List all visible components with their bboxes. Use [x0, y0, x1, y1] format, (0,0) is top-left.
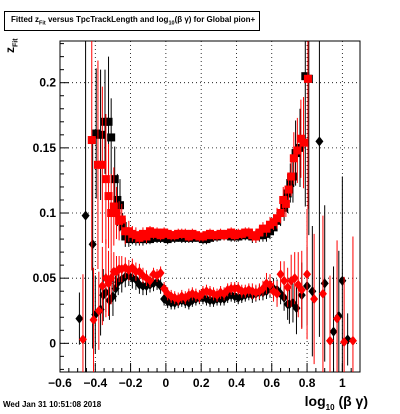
y-tick-label: 0.2: [39, 76, 56, 90]
data-point-square: [107, 209, 116, 218]
data-point-diamond: [303, 269, 312, 280]
data-marks: [75, 41, 357, 372]
x-tick-label: −0.6: [48, 376, 72, 390]
timestamp-footer: Wed Jan 31 10:51:08 2018: [3, 400, 102, 409]
data-point-diamond: [280, 275, 289, 286]
data-point-square: [116, 201, 124, 210]
red-square-series: [87, 41, 312, 271]
data-point-square: [287, 172, 296, 181]
y-axis-label: zFit: [3, 38, 20, 53]
data-point-diamond: [266, 279, 274, 290]
data-point-square: [286, 179, 295, 188]
data-point-diamond: [146, 275, 154, 286]
data-point-square: [112, 209, 121, 218]
data-point-square: [109, 202, 118, 211]
data-point-diamond: [98, 280, 107, 291]
data-point-square: [281, 199, 290, 208]
data-point-diamond: [310, 294, 319, 305]
data-point-square: [117, 215, 126, 224]
data-point-diamond: [75, 313, 84, 324]
data-point-square: [92, 129, 101, 138]
x-tick-label: −0.2: [119, 376, 143, 390]
x-tick-label: −0.4: [83, 376, 107, 390]
data-point-diamond: [326, 335, 334, 346]
data-point-square: [142, 232, 151, 241]
data-point-diamond: [348, 335, 357, 346]
data-point-diamond: [290, 273, 299, 284]
data-point-square: [303, 74, 312, 83]
y-tick-label: 0.15: [33, 141, 57, 155]
data-point-diamond: [78, 334, 87, 345]
data-point-square: [273, 214, 282, 223]
data-point-square: [104, 117, 113, 126]
data-point-square: [104, 192, 113, 201]
data-point-diamond: [333, 313, 342, 324]
data-point-square: [107, 133, 116, 142]
x-tick-label: 1: [339, 376, 346, 390]
data-point-diamond: [81, 210, 90, 221]
data-point-diamond: [315, 136, 324, 147]
data-point-diamond: [273, 288, 282, 299]
data-point-diamond: [276, 269, 285, 280]
data-point-square: [93, 160, 102, 169]
data-point-square: [113, 195, 122, 204]
y-axis: 0 0.05 0.1 0.15 0.2: [33, 43, 69, 370]
chart-title: Fitted zFit versus TpcTrackLength and lo…: [4, 11, 261, 31]
data-point-square: [87, 136, 96, 145]
x-axis: −0.6 −0.4 −0.2 0 0.2 0.4 0.6 0.8 1: [48, 363, 361, 390]
y-tick-label: 0.1: [39, 206, 56, 220]
data-point-square: [276, 209, 285, 218]
y-tick-label: 0: [49, 336, 56, 350]
data-point-square: [118, 222, 127, 231]
data-point-diamond: [94, 305, 103, 316]
data-point-diamond: [156, 267, 165, 278]
data-point-square: [110, 175, 119, 184]
data-point-square: [289, 154, 298, 163]
x-axis-label: log10 (β γ): [304, 393, 368, 412]
data-point-square: [284, 185, 293, 194]
red-diamond-series: [78, 209, 357, 372]
x-tick-label: 0.6: [263, 376, 280, 390]
data-point-diamond: [297, 284, 306, 295]
y-tick-label: 0.05: [33, 271, 57, 285]
data-point-square: [293, 146, 302, 155]
data-point-square: [101, 175, 110, 184]
data-point-diamond: [89, 314, 98, 325]
x-tick-label: 0.8: [299, 376, 316, 390]
x-tick-label: 0: [163, 376, 170, 390]
x-tick-label: 0.2: [193, 376, 210, 390]
data-point-diamond: [340, 337, 349, 348]
data-point-diamond: [318, 288, 327, 299]
data-point-square: [98, 160, 107, 169]
data-point-diamond: [283, 282, 292, 293]
data-point-square: [96, 130, 105, 139]
data-point-diamond: [329, 326, 338, 337]
data-point-square: [299, 138, 308, 147]
data-point-diamond: [88, 239, 97, 250]
x-tick-label: 0.4: [228, 376, 245, 390]
